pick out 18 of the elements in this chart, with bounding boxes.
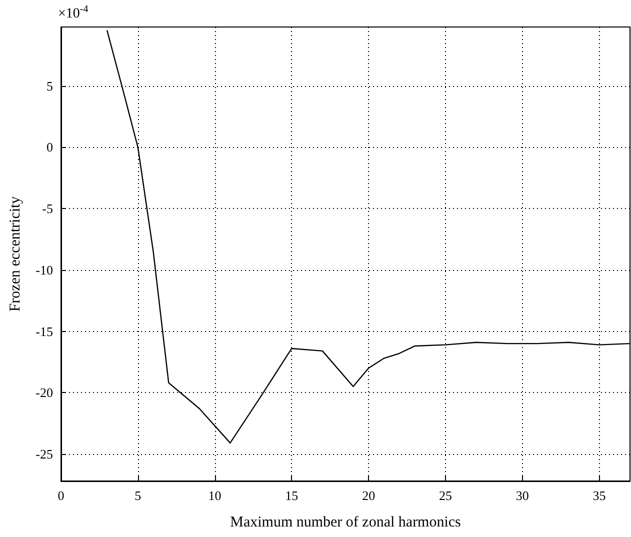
y-tick-label: 5 — [46, 78, 53, 94]
x-tick-label: 20 — [362, 488, 376, 503]
x-tick-label: 15 — [285, 488, 298, 503]
x-tick-label: 35 — [592, 488, 606, 503]
y-tick-label: -10 — [36, 262, 53, 278]
text: ×10$^{-4}$ — [58, 4, 88, 23]
x-tick-label: 0 — [58, 488, 64, 503]
y-tick-label: -20 — [36, 385, 53, 400]
x-tick-label: 10 — [208, 488, 222, 503]
y-axis-title: Frozen eccentricity — [8, 196, 24, 312]
x-tick-label: 25 — [438, 488, 452, 503]
y-tick-label: -5 — [42, 201, 53, 216]
x-tick-label: 30 — [516, 488, 529, 503]
y-tick-label: -25 — [36, 446, 53, 462]
y-tick-label: 0 — [46, 140, 53, 155]
y-tick-label: -15 — [36, 324, 53, 339]
x-axis-title: Maximum number of zonal harmonics — [230, 514, 462, 530]
x-tick-label: 5 — [134, 488, 142, 503]
